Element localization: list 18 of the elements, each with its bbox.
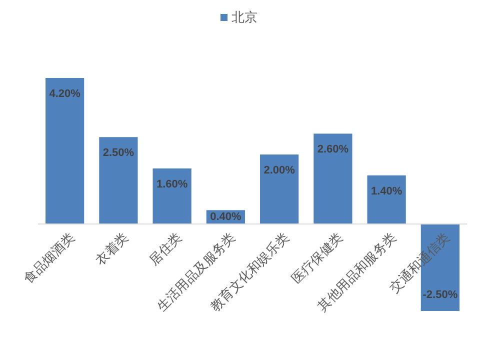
x-tick-label: 衣着类	[92, 230, 132, 269]
x-tick-label: 居住类	[146, 230, 186, 269]
data-label: 2.00%	[264, 164, 296, 177]
bar	[152, 168, 192, 224]
bar	[314, 134, 352, 224]
data-label: 2.50%	[102, 147, 134, 160]
data-label: 2.60%	[317, 144, 349, 156]
x-tick-label: 食品烟酒类	[21, 230, 78, 288]
data-label: 4.20%	[49, 88, 81, 100]
data-label: 1.40%	[370, 185, 402, 198]
data-label: -2.50%	[422, 289, 458, 301]
data-label: 1.60%	[156, 178, 188, 190]
data-label: 0.40%	[210, 211, 242, 224]
bar	[367, 175, 406, 224]
bar	[99, 137, 138, 224]
bar	[46, 78, 84, 224]
legend-label: 北京	[232, 10, 258, 26]
bar	[260, 154, 299, 224]
